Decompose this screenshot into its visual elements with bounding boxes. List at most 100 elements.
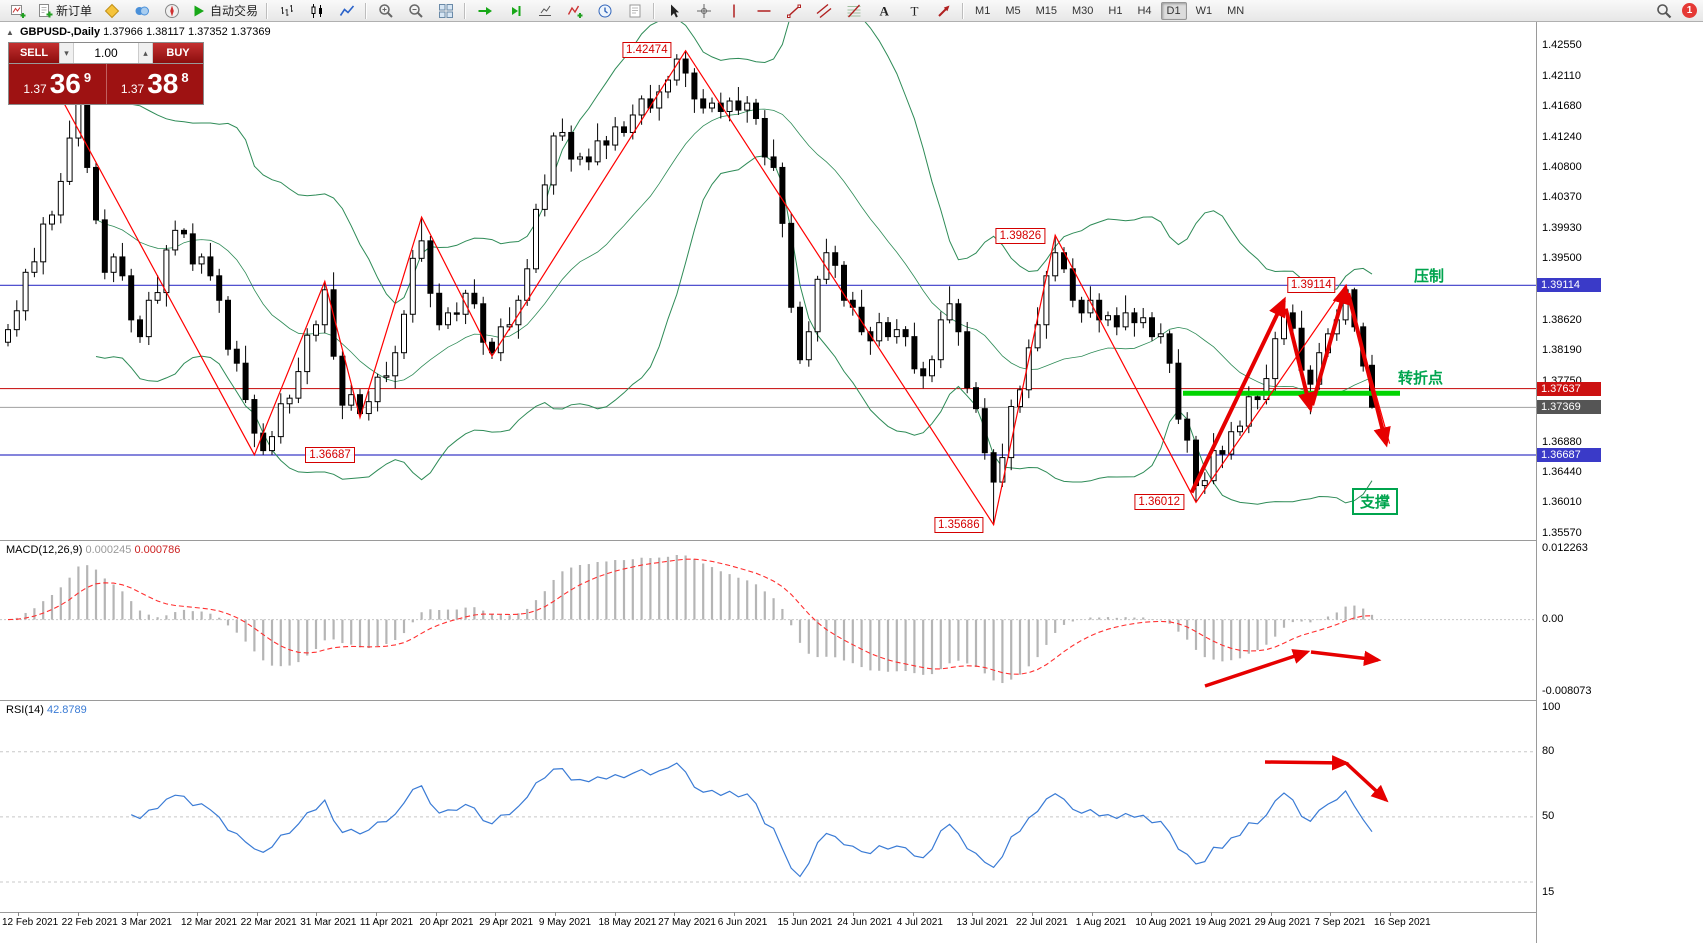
cursor-button[interactable]: [659, 0, 688, 21]
macd-panel[interactable]: [0, 540, 1536, 700]
open-value: 1.37966: [103, 26, 143, 38]
panel-separator[interactable]: [0, 700, 1703, 701]
one-click-trading-widget: SELL ▾ ▴ BUY 1.37 36 9 1.37 38 8: [8, 42, 204, 105]
price-axis-label: 1.35570: [1542, 527, 1582, 540]
time-axis-tick: [256, 912, 258, 916]
indicators-icon: [567, 3, 583, 19]
zoom-in-button[interactable]: [371, 0, 400, 21]
high-value: 1.38117: [145, 26, 185, 38]
low-value: 1.37352: [187, 26, 228, 38]
timeframe-mn[interactable]: MN: [1227, 4, 1245, 17]
price-callout[interactable]: 1.36012: [1134, 494, 1184, 511]
market-watch-icon: [104, 3, 120, 19]
date-label: 31 Mar 2021: [300, 917, 357, 928]
timeframe-d1[interactable]: D1: [1160, 1, 1187, 20]
price-axis-label: 1.42110: [1542, 69, 1581, 82]
sell-price[interactable]: 1.37 36 9: [9, 64, 106, 104]
chart-shift-icon: [507, 3, 523, 19]
new-order-button[interactable]: 新订单: [33, 0, 96, 21]
date-label: 19 Aug 2021: [1195, 917, 1252, 928]
rsi-panel[interactable]: [0, 700, 1536, 912]
timeframe-m30[interactable]: M30: [1072, 4, 1094, 17]
zoom-out-button[interactable]: [401, 0, 430, 21]
buy-price[interactable]: 1.37 38 8: [105, 64, 204, 104]
market-watch-button[interactable]: [97, 0, 126, 21]
panel-separator[interactable]: [0, 540, 1703, 541]
timeframe-m5[interactable]: M5: [1005, 4, 1021, 17]
price-callout[interactable]: 1.42474: [622, 42, 672, 59]
notification-badge[interactable]: 1: [1682, 3, 1697, 18]
periods-button[interactable]: [590, 0, 619, 21]
time-axis-tick: [375, 912, 377, 916]
candlestick-chart-button[interactable]: [302, 0, 331, 21]
resistance-label[interactable]: 压制: [1414, 268, 1445, 285]
close-value: 1.37369: [230, 26, 271, 38]
search-icon[interactable]: [1649, 0, 1678, 21]
text-label-icon: T: [906, 3, 922, 19]
price-axis-label: 1.42550: [1542, 39, 1582, 52]
autotrading-icon: [191, 3, 207, 19]
step-chart-button[interactable]: [530, 0, 559, 21]
rsi-axis-label: 100: [1542, 701, 1561, 714]
line-chart-button[interactable]: [332, 0, 361, 21]
timeframe-h4[interactable]: H4: [1137, 4, 1152, 17]
price-tag: 1.37369: [1537, 400, 1601, 415]
autotrading-button[interactable]: 自动交易: [187, 0, 262, 21]
timeframe-w1[interactable]: W1: [1195, 4, 1213, 17]
time-axis-tick: [1270, 912, 1272, 916]
auto-scroll-icon: [477, 3, 493, 19]
fibonacci-button[interactable]: [839, 0, 868, 21]
sell-button[interactable]: SELL: [9, 43, 59, 63]
data-window-button[interactable]: [127, 0, 156, 21]
navigator-button[interactable]: [157, 0, 186, 21]
timeframe-h1[interactable]: H1: [1108, 4, 1123, 17]
price-axis-label: 1.38620: [1542, 313, 1582, 326]
crosshair-button[interactable]: [689, 0, 718, 21]
buy-price-pips: 38: [147, 68, 179, 99]
volume-decrease-button[interactable]: ▾: [59, 43, 74, 63]
date-label: 15 Jun 2021: [777, 917, 833, 928]
price-callout[interactable]: 1.35686: [934, 516, 984, 533]
vertical-line-button[interactable]: [719, 0, 748, 21]
time-axis-tick: [853, 912, 855, 916]
auto-scroll-button[interactable]: [470, 0, 499, 21]
volume-input[interactable]: [74, 43, 138, 63]
price-scale[interactable]: 1.42550 1.42110 1.41680 1.41240 1.40800 1.403…: [1536, 22, 1703, 943]
volume-increase-button[interactable]: ▴: [138, 43, 153, 63]
rsi-axis-label: 80: [1542, 744, 1555, 757]
turning-point-label[interactable]: 转折点: [1398, 370, 1444, 387]
toolbar-separator: [962, 2, 965, 19]
price-callout[interactable]: 1.39114: [1286, 277, 1336, 294]
svg-text:T: T: [910, 3, 918, 18]
candlestick-chart-icon: [309, 3, 325, 19]
toolbar-separator: [266, 2, 269, 19]
price-axis-label: 1.36010: [1542, 496, 1582, 509]
text-button[interactable]: A: [869, 0, 898, 21]
bar-chart-icon: [279, 3, 295, 19]
date-label: 9 May 2021: [538, 917, 592, 928]
chart-shift-button[interactable]: [500, 0, 529, 21]
tile-windows-button[interactable]: [431, 0, 460, 21]
channel-button[interactable]: [809, 0, 838, 21]
trendline-button[interactable]: [779, 0, 808, 21]
support-label[interactable]: 支撑: [1352, 488, 1399, 515]
timeframe-m1[interactable]: M1: [975, 4, 991, 17]
time-axis-tick: [77, 912, 79, 916]
timeframe-m15[interactable]: M15: [1035, 4, 1057, 17]
chart-marker-icon: ▲: [6, 28, 14, 37]
price-callout[interactable]: 1.39826: [995, 227, 1046, 244]
buy-button[interactable]: BUY: [153, 43, 203, 63]
templates-button[interactable]: [620, 0, 649, 21]
price-chart-panel[interactable]: [0, 22, 1536, 540]
arrows-button[interactable]: [929, 0, 958, 21]
text-label-button[interactable]: T: [899, 0, 928, 21]
new-chart-button[interactable]: [3, 0, 32, 21]
horizontal-line-button[interactable]: [749, 0, 778, 21]
price-callout[interactable]: 1.36687: [305, 447, 355, 463]
navigator-icon: [164, 3, 180, 19]
indicators-button[interactable]: [560, 0, 589, 21]
time-axis-tick: [196, 912, 198, 916]
bar-chart-button[interactable]: [272, 0, 301, 21]
panel-separator[interactable]: [0, 912, 1703, 913]
buy-price-pipette: 8: [181, 69, 189, 85]
